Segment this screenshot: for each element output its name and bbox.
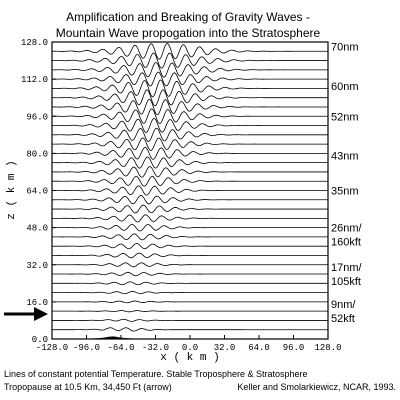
altitude-label: 17nm/ xyxy=(331,262,363,274)
x-axis-ticks: -128.0 -96.0 -64.0 -32.0 0.0 32.0 64.0 96.0 128.… xyxy=(36,335,342,353)
right-altitude-labels: 70nm 60nm 52nm 43nm 35nm 26nm/160kft 17nm/105k… xyxy=(331,42,363,325)
altitude-label: 43nm xyxy=(331,151,359,163)
x-tick-label: -32.0 xyxy=(142,343,169,353)
isentrope-line xyxy=(51,79,328,98)
y-tick-label: 0.0 xyxy=(32,335,48,345)
isentrope-line xyxy=(52,271,328,277)
y-axis-label: z ( k m ) xyxy=(6,160,18,219)
isentrope-line xyxy=(51,108,328,124)
y-tick-label: 64.0 xyxy=(26,187,48,197)
y-axis-ticks: 0.0 16.0 32.0 48.0 64.0 80.0 96.0 112.0 128.0 xyxy=(21,38,56,345)
y-tick-label: 80.0 xyxy=(26,149,48,159)
isentrope-line xyxy=(52,243,328,250)
isentrope-line xyxy=(52,252,328,259)
caption-line-2: Tropopause at 10.5 Km, 34,450 Ft (arrow) xyxy=(4,382,172,392)
altitude-label: 26nm/ xyxy=(331,223,363,235)
isentrope-line xyxy=(51,118,328,133)
x-tick-label: 128.0 xyxy=(314,343,341,353)
chart-title-line-1: Amplification and Breaking of Gravity Wa… xyxy=(66,10,310,24)
isentrope-line xyxy=(52,127,328,142)
isentrope-line xyxy=(52,281,328,286)
isentrope-line xyxy=(52,224,328,232)
x-tick-label: 32.0 xyxy=(214,343,236,353)
isentrope-line xyxy=(52,310,328,313)
altitude-label: 52kft xyxy=(331,313,355,325)
isentrope-line xyxy=(51,71,328,87)
altitude-label: 60nm xyxy=(331,81,359,93)
x-tick-label: 0.0 xyxy=(182,343,198,353)
x-tick-label: 96.0 xyxy=(283,343,305,353)
x-tick-label: -128.0 xyxy=(36,343,68,353)
altitude-label: 70nm xyxy=(331,42,359,54)
altitude-label: 52nm xyxy=(331,111,359,123)
isentrope-line xyxy=(52,327,328,332)
isentrope-line xyxy=(51,146,328,160)
isentrope-line xyxy=(52,204,328,214)
isentrope-line xyxy=(52,300,328,304)
isentrope-line xyxy=(52,262,328,268)
isentrope-line xyxy=(52,166,328,178)
altitude-label: 35nm xyxy=(331,186,359,198)
isentrope-line xyxy=(52,195,328,205)
x-tick-label: -64.0 xyxy=(107,343,134,353)
y-tick-label: 16.0 xyxy=(26,298,48,308)
x-axis-label: x ( k m ) xyxy=(160,352,219,364)
y-tick-label: 112.0 xyxy=(21,75,48,85)
isentrope-line xyxy=(52,318,328,322)
chart-title-line-2: Mountain Wave propogation into the Strat… xyxy=(56,26,321,40)
altitude-label: 160kft xyxy=(331,237,361,249)
caption-line-1: Lines of constant potential Temperature.… xyxy=(4,369,308,379)
isentrope-line xyxy=(51,62,328,78)
y-tick-label: 96.0 xyxy=(26,112,48,122)
x-tick-label: -96.0 xyxy=(73,343,100,353)
tropopause-arrow xyxy=(4,307,48,321)
isentrope-line xyxy=(51,52,328,69)
isentrope-line xyxy=(52,214,328,223)
isentrope-line xyxy=(52,291,328,295)
isentrope-lines xyxy=(51,43,328,332)
y-tick-label: 128.0 xyxy=(21,38,48,48)
y-tick-label: 32.0 xyxy=(26,261,48,271)
altitude-label: 105kft xyxy=(331,276,361,288)
altitude-label: 9nm/ xyxy=(331,299,356,311)
mountain-shape xyxy=(90,336,135,340)
isentrope-line xyxy=(52,233,328,241)
isentrope-line xyxy=(52,98,328,116)
isentrope-line xyxy=(51,185,328,196)
isentrope-line xyxy=(52,175,328,187)
y-tick-label: 48.0 xyxy=(26,224,48,234)
isentrope-line xyxy=(51,89,328,107)
x-tick-label: 64.0 xyxy=(248,343,270,353)
isentrope-line xyxy=(52,156,328,169)
credit-text: Keller and Smolarkiewicz, NCAR, 1993. xyxy=(237,382,396,392)
isentrope-line xyxy=(51,43,328,60)
isentrope-line xyxy=(51,137,328,151)
